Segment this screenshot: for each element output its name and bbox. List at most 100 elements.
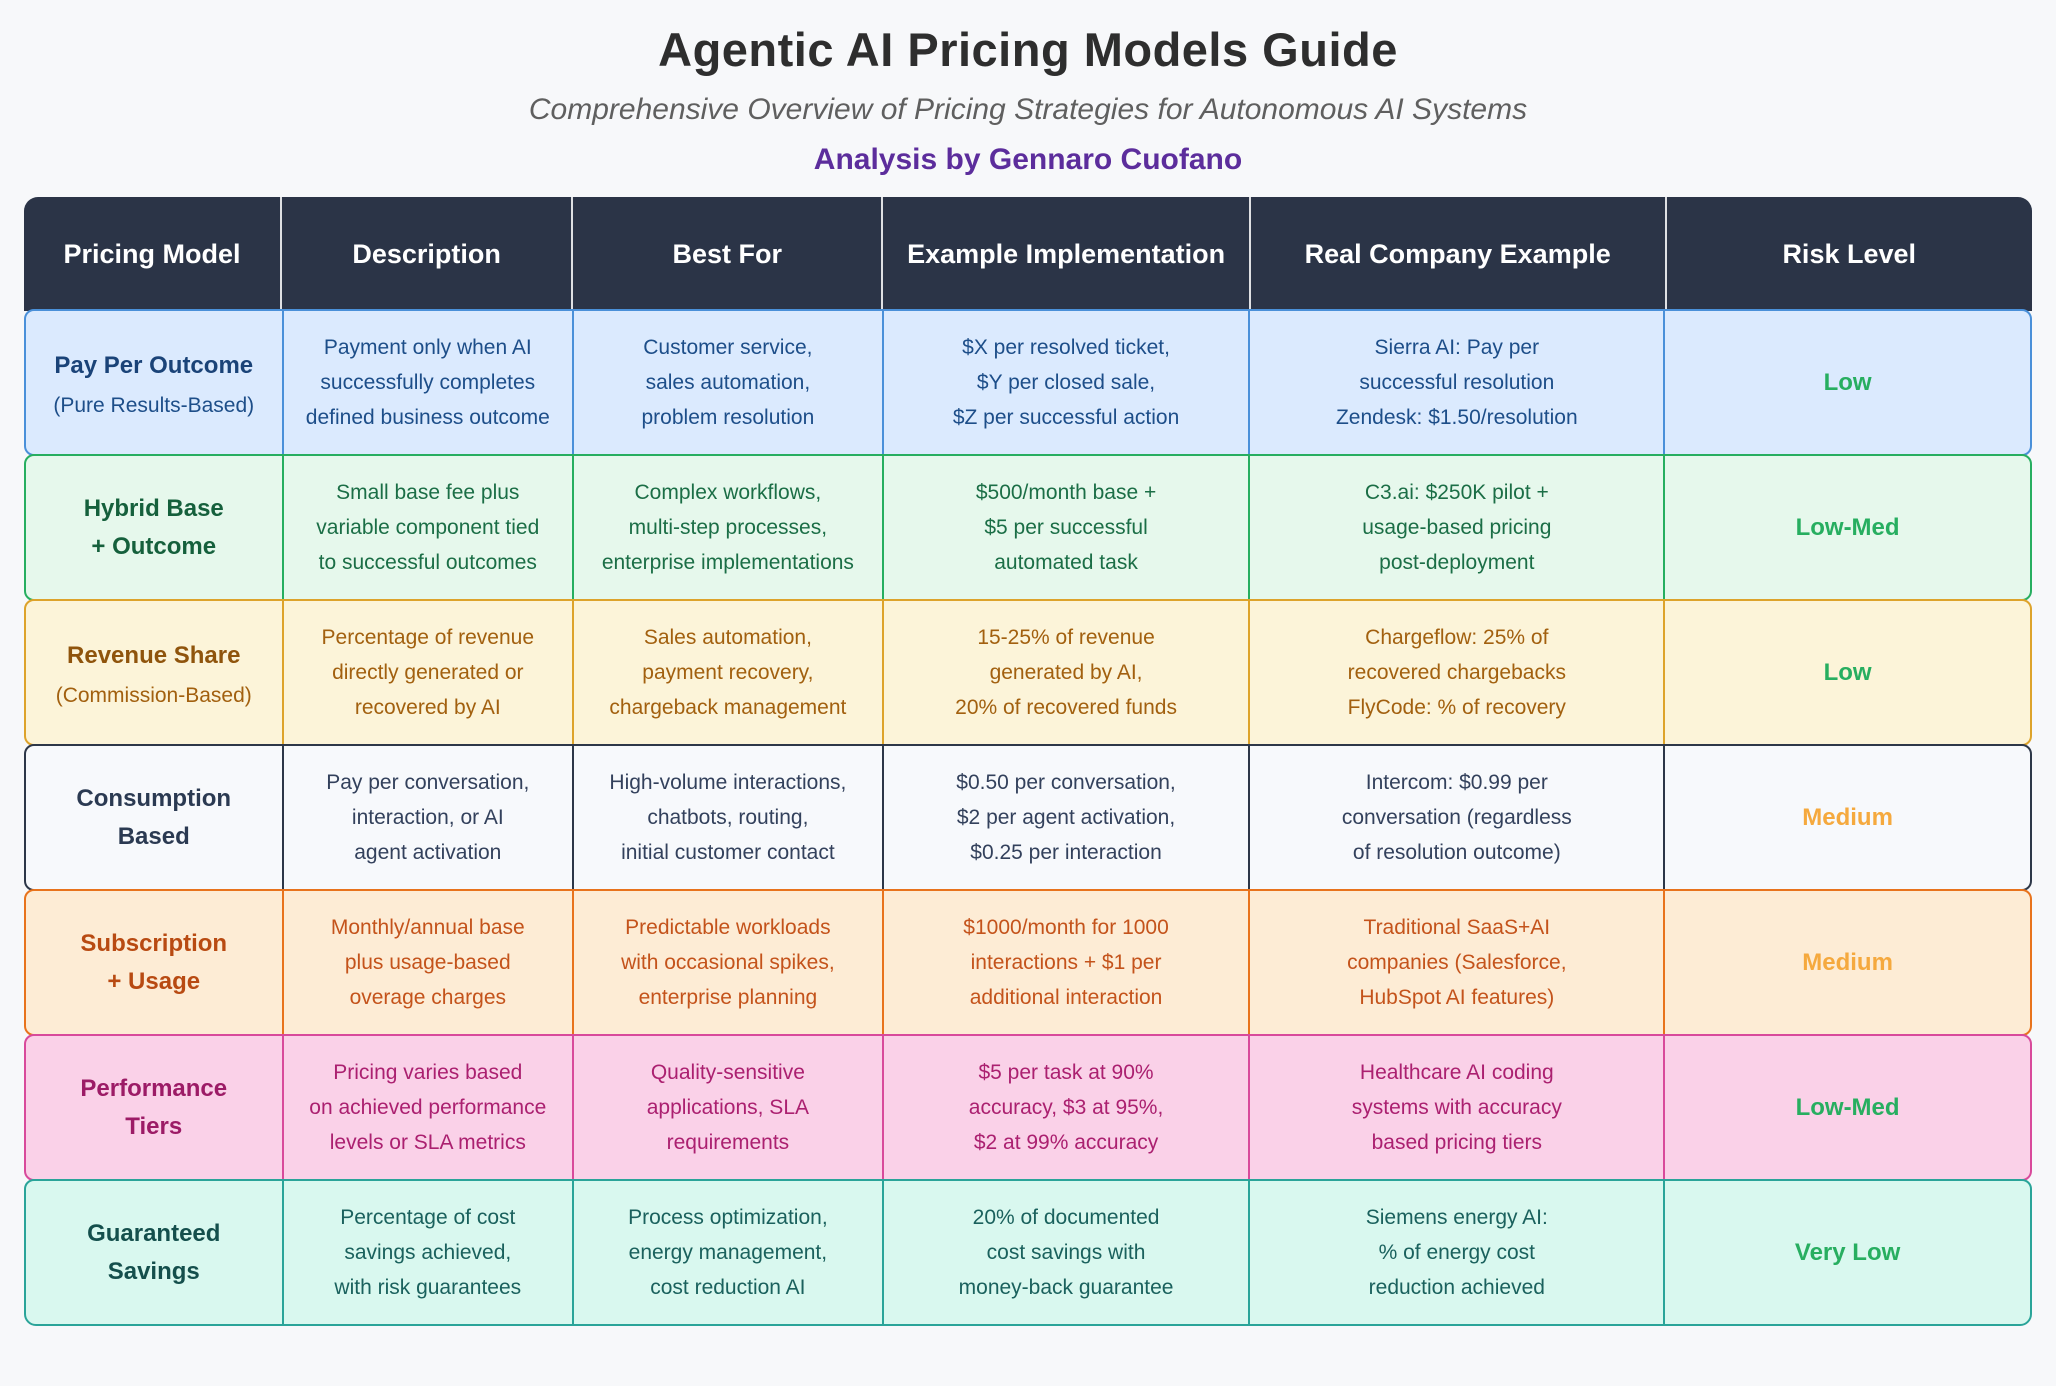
cell-example-implementation-text: $X per resolved ticket, $Y per closed sa…	[952, 335, 1180, 430]
cell-pricing-model: Performance Tiers	[26, 1036, 282, 1179]
cell-best-for-text: Sales automation, payment recovery, char…	[609, 625, 847, 720]
cell-description: Monthly/annual base plus usage-based ove…	[281, 891, 573, 1034]
cell-example-implementation: 15-25% of revenue generated by AI, 20% o…	[881, 601, 1249, 744]
cell-description-text: Pay per conversation, interaction, or AI…	[326, 770, 530, 865]
table-row: Hybrid Base + Outcome Small base fee plus…	[24, 454, 2032, 601]
cell-real-company-example-text: Intercom: $0.99 per conversation (regard…	[1341, 770, 1572, 865]
cell-real-company-example: Traditional SaaS+AI companies (Salesforc…	[1248, 891, 1663, 1034]
cell-real-company-example-text: Chargeflow: 25% of recovered chargebacks…	[1347, 625, 1566, 720]
cell-example-implementation: $5 per task at 90% accuracy, $3 at 95%, …	[881, 1036, 1249, 1179]
pricing-model-subtitle: (Pure Results-Based)	[53, 393, 255, 417]
pricing-model-name: Guaranteed Savings	[87, 1220, 221, 1285]
cell-example-implementation-text: $0.50 per conversation, $2 per agent act…	[956, 770, 1176, 865]
pricing-model-name: Subscription + Usage	[80, 930, 228, 995]
cell-description: Pricing varies based on achieved perform…	[281, 1036, 573, 1179]
table-row: Pay Per Outcome (Pure Results-Based) Payme…	[24, 309, 2032, 456]
pricing-model-name: Revenue Share	[67, 642, 241, 670]
risk-level-badge: Medium	[1802, 948, 1893, 976]
risk-level-badge: Low-Med	[1795, 513, 1900, 541]
page-header: Agentic AI Pricing Models Guide Comprehe…	[0, 0, 2056, 177]
cell-description-text: Monthly/annual base plus usage-based ove…	[330, 915, 525, 1010]
risk-level-badge: Low	[1823, 368, 1872, 396]
cell-real-company-example: C3.ai: $250K pilot + usage-based pricing…	[1248, 456, 1663, 599]
table-header-row: Pricing Model Description Best For Example …	[24, 197, 2032, 311]
pricing-model-name: Pay Per Outcome	[54, 352, 254, 380]
table-row: Subscription + Usage Monthly/annual base …	[24, 889, 2032, 1036]
cell-best-for-text: Process optimization, energy management,…	[628, 1205, 828, 1300]
cell-description: Small base fee plus variable component t…	[281, 456, 573, 599]
cell-best-for-text: Predictable workloads with occasional sp…	[621, 915, 835, 1010]
cell-description: Pay per conversation, interaction, or AI…	[281, 746, 573, 889]
cell-best-for: Predictable workloads with occasional sp…	[572, 891, 882, 1034]
cell-description: Percentage of revenue directly generated…	[281, 601, 573, 744]
column-header-real-company-example: Real Company Example	[1248, 197, 1665, 311]
page-byline: Analysis by Gennaro Cuofano	[813, 143, 1243, 176]
cell-real-company-example-text: Siemens energy AI: % of energy cost redu…	[1365, 1205, 1548, 1300]
cell-description-text: Payment only when AI successfully comple…	[305, 335, 550, 430]
cell-example-implementation: $0.50 per conversation, $2 per agent act…	[881, 746, 1249, 889]
cell-pricing-model: Guaranteed Savings	[26, 1181, 282, 1324]
cell-pricing-model: Pay Per Outcome (Pure Results-Based)	[26, 311, 282, 454]
cell-description: Percentage of cost savings achieved, wit…	[281, 1181, 573, 1324]
cell-risk-level: Low-Med	[1663, 1036, 2030, 1179]
cell-best-for: Customer service, sales automation, prob…	[572, 311, 882, 454]
cell-example-implementation: $X per resolved ticket, $Y per closed sa…	[881, 311, 1249, 454]
cell-example-implementation: $500/month base + $5 per successful auto…	[881, 456, 1249, 599]
risk-level-badge: Medium	[1802, 803, 1893, 831]
cell-risk-level: Medium	[1663, 891, 2030, 1034]
cell-description-text: Percentage of revenue directly generated…	[321, 625, 535, 720]
table-row: Guaranteed Savings Percentage of cost sav…	[24, 1179, 2032, 1326]
risk-level-badge: Low	[1823, 658, 1872, 686]
pricing-models-table: Pricing Model Description Best For Example …	[24, 197, 2032, 1326]
cell-description: Payment only when AI successfully comple…	[281, 311, 573, 454]
cell-real-company-example: Siemens energy AI: % of energy cost redu…	[1248, 1181, 1663, 1324]
cell-example-implementation-text: $500/month base + $5 per successful auto…	[975, 480, 1157, 575]
table-row: Consumption Based Pay per conversation, i…	[24, 744, 2032, 891]
table-row: Revenue Share (Commission-Based) Percentag…	[24, 599, 2032, 746]
cell-description-text: Percentage of cost savings achieved, wit…	[334, 1205, 522, 1300]
column-header-description: Description	[280, 197, 571, 311]
page-subtitle: Comprehensive Overview of Pricing Strate…	[528, 93, 1528, 126]
cell-risk-level: Medium	[1663, 746, 2030, 889]
cell-description-text: Pricing varies based on achieved perform…	[309, 1060, 547, 1155]
cell-best-for-text: Quality-sensitive applications, SLA requ…	[646, 1060, 810, 1155]
pricing-model-name: Hybrid Base + Outcome	[83, 495, 224, 560]
table-body: Pay Per Outcome (Pure Results-Based) Payme…	[24, 309, 2032, 1326]
cell-pricing-model: Revenue Share (Commission-Based)	[26, 601, 282, 744]
cell-best-for-text: Complex workflows, multi-step processes,…	[601, 480, 854, 575]
cell-pricing-model: Subscription + Usage	[26, 891, 282, 1034]
cell-pricing-model: Consumption Based	[26, 746, 282, 889]
cell-risk-level: Low	[1663, 311, 2030, 454]
column-header-risk-level: Risk Level	[1664, 197, 2032, 311]
cell-example-implementation-text: $5 per task at 90% accuracy, $3 at 95%, …	[968, 1060, 1164, 1155]
cell-real-company-example: Healthcare AI coding systems with accura…	[1248, 1036, 1663, 1179]
pricing-model-name: Consumption Based	[76, 785, 232, 850]
cell-best-for-text: High-volume interactions, chatbots, rout…	[609, 770, 847, 865]
table-row: Performance Tiers Pricing varies based on…	[24, 1034, 2032, 1181]
cell-example-implementation-text: $1000/month for 1000 interactions + $1 p…	[963, 915, 1169, 1010]
cell-risk-level: Low	[1663, 601, 2030, 744]
cell-example-implementation-text: 20% of documented cost savings with mone…	[958, 1205, 1174, 1300]
column-header-best-for: Best For	[571, 197, 881, 311]
pricing-model-subtitle: (Commission-Based)	[55, 683, 252, 707]
cell-best-for: Quality-sensitive applications, SLA requ…	[572, 1036, 882, 1179]
cell-best-for: Process optimization, energy management,…	[572, 1181, 882, 1324]
cell-risk-level: Very Low	[1663, 1181, 2030, 1324]
cell-real-company-example: Chargeflow: 25% of recovered chargebacks…	[1248, 601, 1663, 744]
cell-best-for: Sales automation, payment recovery, char…	[572, 601, 882, 744]
cell-best-for: Complex workflows, multi-step processes,…	[572, 456, 882, 599]
cell-real-company-example: Intercom: $0.99 per conversation (regard…	[1248, 746, 1663, 889]
cell-real-company-example-text: Healthcare AI coding systems with accura…	[1351, 1060, 1562, 1155]
cell-real-company-example: Sierra AI: Pay per successful resolution…	[1248, 311, 1663, 454]
cell-best-for-text: Customer service, sales automation, prob…	[641, 335, 815, 430]
cell-description-text: Small base fee plus variable component t…	[316, 480, 540, 575]
risk-level-badge: Low-Med	[1795, 1093, 1900, 1121]
cell-example-implementation: 20% of documented cost savings with mone…	[881, 1181, 1249, 1324]
cell-example-implementation-text: 15-25% of revenue generated by AI, 20% o…	[955, 625, 1177, 720]
cell-real-company-example-text: Traditional SaaS+AI companies (Salesforc…	[1347, 915, 1567, 1010]
page-title: Agentic AI Pricing Models Guide	[658, 23, 1398, 76]
pricing-model-name: Performance Tiers	[80, 1075, 228, 1140]
risk-level-badge: Very Low	[1794, 1238, 1901, 1266]
cell-best-for: High-volume interactions, chatbots, rout…	[572, 746, 882, 889]
cell-risk-level: Low-Med	[1663, 456, 2030, 599]
